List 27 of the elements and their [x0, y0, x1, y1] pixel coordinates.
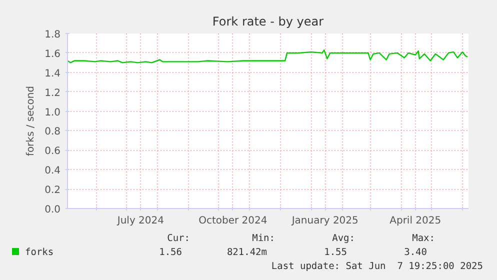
y-axis-title: forks / second — [26, 86, 37, 156]
x-tick-label: July 2024 — [116, 216, 164, 226]
y-tick-label: 1.2 — [44, 88, 61, 99]
line-series — [68, 49, 468, 64]
y-tick-label: 0.2 — [44, 185, 61, 196]
y-tick-label: 1.0 — [44, 107, 61, 118]
text: Min: — [251, 232, 275, 246]
text: Last update: Sat Jun 7 19:25:00 2025 — [271, 260, 483, 274]
chart-title: Fork rate - by year — [212, 14, 324, 28]
text: Max: — [411, 232, 435, 246]
y-tick-label: 1.4 — [44, 68, 61, 80]
legend-label: forks — [24, 246, 54, 260]
text: Cur: — [166, 232, 190, 246]
text: 1.56 — [158, 246, 182, 260]
x-tick-label: April 2025 — [390, 216, 442, 226]
text: Avg: — [331, 232, 355, 246]
x-tick-label: January 2025 — [290, 216, 358, 226]
y-tick-label: 1.6 — [44, 48, 61, 60]
y-tick-label: 0.4 — [44, 166, 61, 177]
text: 1.55 — [323, 246, 347, 260]
text: 3.40 — [403, 246, 427, 260]
x-tick-label: October 2024 — [198, 216, 268, 226]
text: 821.42m — [226, 246, 267, 260]
y-tick-label: 0.0 — [44, 204, 61, 216]
y-tick-label: 0.8 — [44, 126, 61, 138]
y-tick-label: 1.8 — [44, 30, 61, 40]
y-tick-label: 0.6 — [44, 146, 61, 158]
